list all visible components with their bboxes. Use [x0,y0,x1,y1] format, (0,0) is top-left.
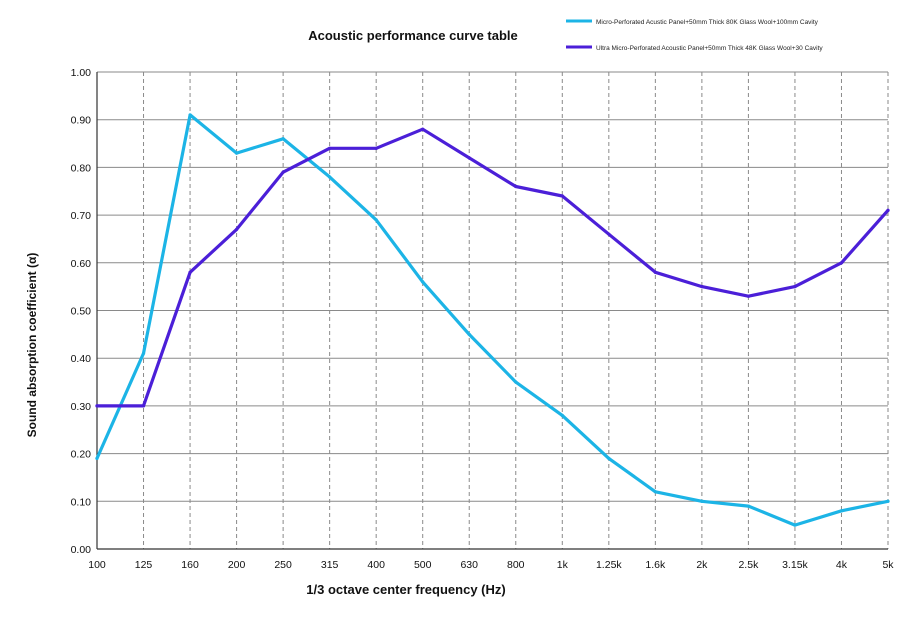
legend-label-series-2: Ultra Micro-Perforated Acoustic Panel+50… [596,45,823,52]
data-point [839,509,844,513]
data-point [281,137,285,141]
y-tick-label: 0.50 [71,306,92,318]
data-point [95,456,99,460]
data-point [560,413,564,418]
data-point [839,261,844,265]
x-tick-label: 125 [135,559,153,571]
data-point [886,499,890,503]
x-tick-label: 250 [274,559,292,571]
x-tick-label: 500 [414,559,432,571]
y-tick-label: 0.30 [71,401,92,413]
data-point [328,175,332,179]
data-point [746,294,751,298]
data-point [374,218,378,222]
x-tick-label: 160 [181,559,199,571]
data-point [374,146,378,150]
x-tick-label: 100 [88,559,106,571]
x-tick-label: 3.15k [782,559,808,571]
x-tick-label: 2k [696,559,708,571]
data-point [421,127,425,131]
data-point [793,523,797,527]
x-tick-label: 315 [321,559,339,571]
x-tick-label: 1.6k [645,559,666,571]
series-1 [95,113,890,527]
x-tick-label: 400 [367,559,385,571]
x-tick-label: 200 [228,559,246,571]
x-tick-label: 2.5k [738,559,759,571]
x-tick-label: 5k [882,559,894,571]
data-point [653,490,657,494]
data-point [607,232,611,236]
y-tick-label: 0.20 [71,449,92,461]
data-point [421,280,425,284]
data-point [467,156,471,160]
data-point [514,380,518,384]
series-line-1 [95,113,890,527]
x-tick-label: 1k [557,559,569,571]
x-tick-label: 4k [836,559,848,571]
legend: Micro-Perforated Acustic Panel+50mm Thic… [566,19,823,52]
chart-title: Acoustic performance curve table [308,28,518,43]
data-point [234,151,239,155]
x-axis-label: 1/3 octave center frequency (Hz) [306,582,505,597]
data-point [886,208,890,212]
data-point [188,113,192,117]
data-point [793,285,797,289]
y-tick-label: 0.90 [71,115,92,127]
data-point [514,184,518,189]
data-point [234,227,239,232]
data-point [700,285,704,289]
y-axis-label: Sound absorption coefficient (α) [25,253,39,438]
legend-label-series-1: Micro-Perforated Acustic Panel+50mm Thic… [596,19,819,26]
y-tick-label: 0.00 [71,544,92,556]
y-tick-label: 0.80 [71,162,92,174]
y-tick-label: 0.10 [71,496,92,508]
y-tick-label: 0.40 [71,353,92,365]
data-point [746,504,751,508]
data-point [95,404,99,408]
series-line-2 [95,127,890,408]
series-2 [95,127,890,408]
data-point [188,270,192,274]
x-tick-label: 630 [460,559,478,571]
x-tick-label: 800 [507,559,525,571]
data-point [653,270,657,274]
data-point [141,404,146,408]
y-tick-label: 0.60 [71,258,92,270]
y-tick-label: 1.00 [71,67,92,79]
x-tick-label: 1.25k [596,559,622,571]
y-tick-label: 0.70 [71,210,92,222]
data-point [560,194,564,198]
data-point [607,456,611,460]
data-point [281,170,285,174]
data-point [328,146,332,150]
data-point [467,332,471,336]
data-point [141,351,146,356]
data-point [700,499,704,503]
